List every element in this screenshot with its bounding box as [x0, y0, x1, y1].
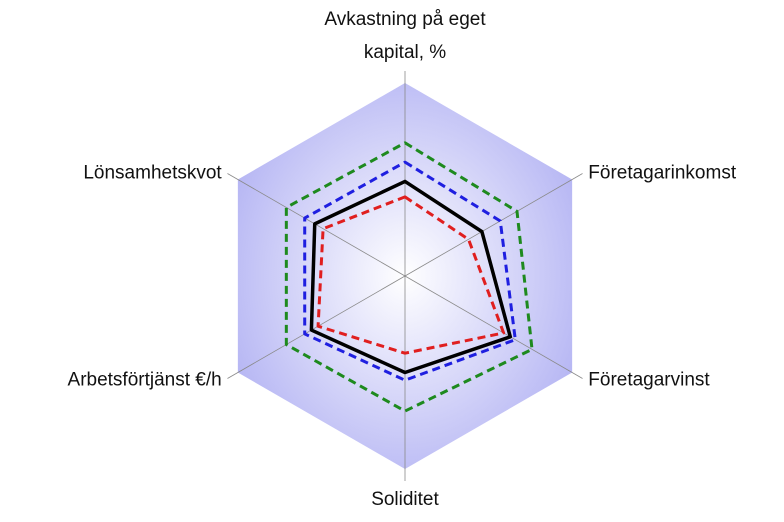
- series-line: [284, 141, 534, 413]
- spoke: [404, 275, 583, 379]
- spoke: [404, 173, 583, 277]
- axis-label: Arbetsförtjänst €/h: [67, 369, 222, 390]
- series-line: [309, 179, 513, 375]
- axis-label: Lönsamhetskvot: [83, 162, 222, 183]
- axis-label: Avkastning på eget kapital, %: [324, 9, 486, 63]
- spoke: [227, 275, 406, 379]
- axis-label: Företagarinkomst: [588, 162, 737, 183]
- series-line: [316, 195, 506, 355]
- axis-label: Soliditet: [371, 489, 439, 510]
- axis-label: Företagarvinst: [588, 369, 710, 390]
- series-line: [303, 160, 517, 382]
